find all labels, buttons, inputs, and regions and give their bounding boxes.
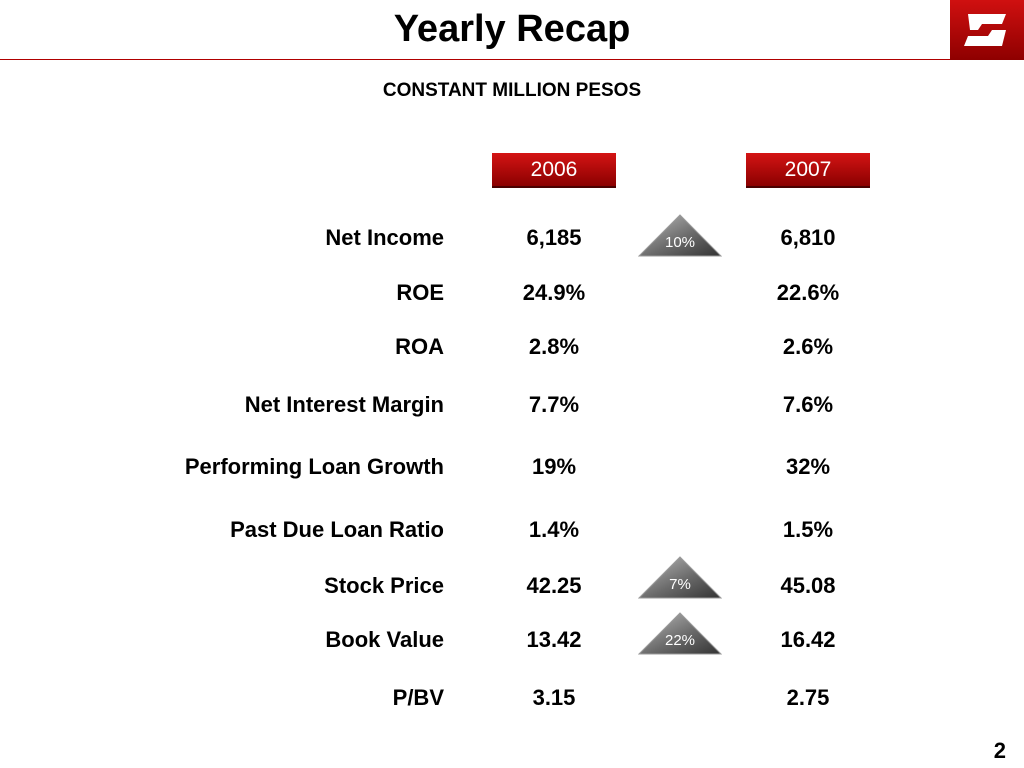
value-2006: 6,185	[526, 225, 582, 250]
row-label: ROE	[396, 280, 444, 305]
year-header-2006: 2006	[492, 153, 616, 188]
value-2006: 42.25	[526, 573, 582, 598]
row-label: ROA	[395, 334, 444, 359]
value-2007: 6,810	[780, 225, 836, 250]
value-2007: 7.6%	[782, 392, 834, 417]
company-logo	[950, 0, 1024, 60]
page-subtitle: CONSTANT MILLION PESOS	[382, 80, 642, 101]
banorte-logo-icon	[964, 14, 1006, 46]
row-label: Stock Price	[324, 573, 444, 598]
value-2007: 22.6%	[776, 280, 840, 305]
value-2006: 2.8%	[528, 334, 580, 359]
value-2006: 19%	[531, 454, 577, 479]
row-label: Performing Loan Growth	[184, 454, 444, 479]
value-2006: 13.42	[526, 627, 582, 652]
value-2007: 2.6%	[782, 334, 834, 359]
value-2006: 1.4%	[528, 517, 580, 542]
row-label: Past Due Loan Ratio	[230, 517, 444, 542]
page-title: Yearly Recap	[393, 8, 631, 50]
value-2006: 24.9%	[522, 280, 586, 305]
up-arrow-triangle-icon	[637, 214, 723, 257]
value-2006: 7.7%	[528, 392, 580, 417]
value-2007: 32%	[785, 454, 831, 479]
change-badge: 10%	[637, 214, 723, 258]
value-2007: 16.42	[780, 627, 836, 652]
value-2007: 1.5%	[782, 517, 834, 542]
value-2006: 3.15	[532, 685, 576, 710]
row-label: P/BV	[392, 685, 444, 710]
value-2007: 45.08	[780, 573, 836, 598]
change-badge-text: 10%	[664, 234, 696, 251]
up-arrow-triangle-icon	[637, 612, 723, 655]
title-rule	[0, 59, 950, 60]
row-label: Book Value	[325, 627, 444, 652]
row-label: Net Income	[325, 225, 444, 250]
value-2007: 2.75	[786, 685, 830, 710]
row-label: Net Interest Margin	[244, 392, 444, 417]
page-number: 2	[993, 738, 1006, 763]
change-badge-text: 7%	[669, 576, 691, 593]
up-arrow-triangle-icon	[637, 556, 723, 599]
year-header-2007: 2007	[746, 153, 870, 188]
change-badge: 7%	[637, 556, 723, 600]
change-badge: 22%	[637, 612, 723, 656]
change-badge-text: 22%	[664, 632, 696, 649]
